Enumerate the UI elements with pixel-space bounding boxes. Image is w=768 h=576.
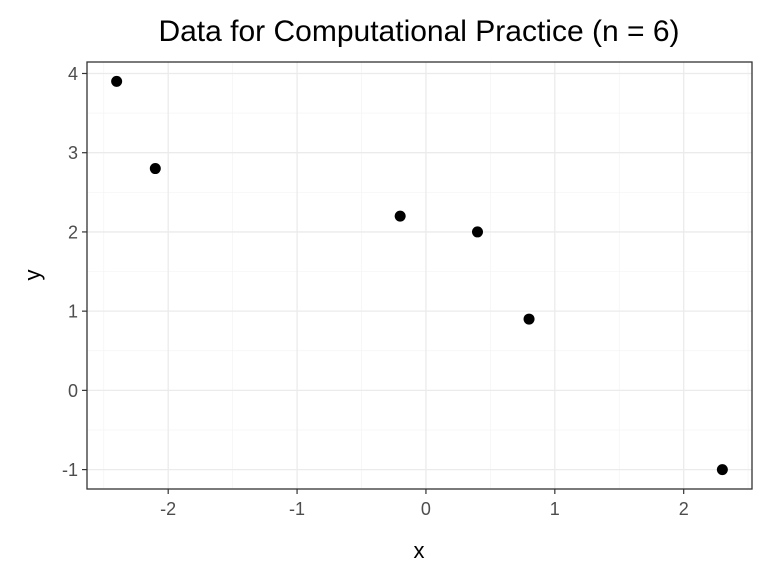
y-tick-label: 3 xyxy=(68,143,78,163)
chart-title: Data for Computational Practice (n = 6) xyxy=(158,15,679,48)
data-point xyxy=(471,226,483,238)
y-axis-title: y xyxy=(20,270,45,281)
x-tick-label: 2 xyxy=(679,499,689,519)
y-tick-label: 1 xyxy=(68,302,78,322)
data-points xyxy=(86,61,753,490)
plot-panel xyxy=(87,62,752,489)
y-tick-label: 4 xyxy=(68,64,78,84)
panel-background xyxy=(87,62,752,489)
data-point xyxy=(111,75,123,87)
data-point xyxy=(394,210,406,222)
data-point xyxy=(523,313,535,325)
x-tick-label: 0 xyxy=(421,499,431,519)
panel-border xyxy=(86,61,753,490)
y-tick-label: -1 xyxy=(62,460,78,480)
x-tick-label: 1 xyxy=(550,499,560,519)
y-axis: -1 0 1 2 3 4 xyxy=(62,64,87,480)
x-axis: -2 -1 0 1 2 xyxy=(160,489,689,519)
y-tick-label: 0 xyxy=(68,381,78,401)
y-tick-label: 2 xyxy=(68,222,78,242)
x-tick-label: -1 xyxy=(289,499,305,519)
x-axis-title: x xyxy=(414,538,425,563)
data-point xyxy=(149,163,161,175)
x-tick-label: -2 xyxy=(160,499,176,519)
data-point xyxy=(716,464,728,476)
